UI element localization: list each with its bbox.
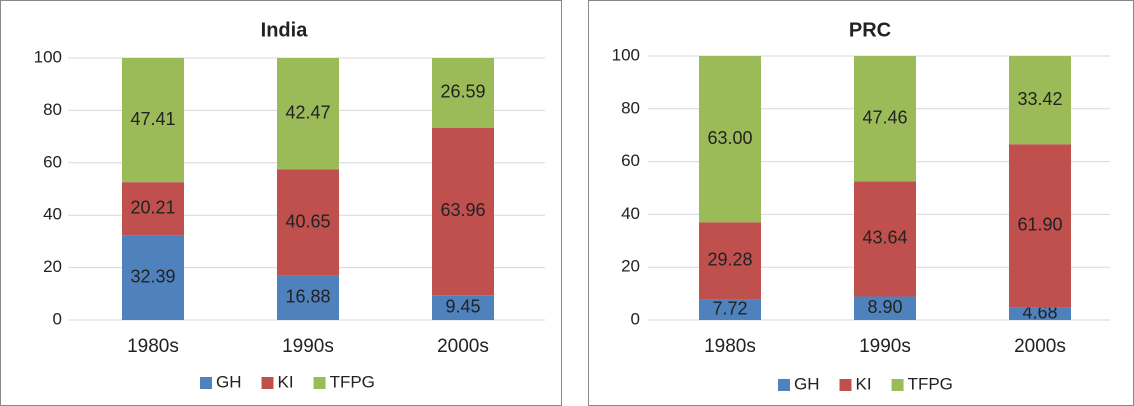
legend-swatch	[839, 379, 852, 391]
legend-swatch	[891, 379, 904, 391]
y-tick-label: 60	[43, 152, 62, 171]
data-label: 20.21	[130, 197, 175, 217]
data-label: 47.41	[130, 109, 175, 129]
data-label: 8.90	[867, 297, 902, 317]
data-label: 29.28	[707, 250, 752, 270]
data-label: 43.64	[862, 228, 907, 248]
data-label: 61.90	[1017, 215, 1062, 235]
bar-segment	[699, 56, 761, 223]
data-label: 47.46	[862, 107, 907, 127]
chart-title: India	[261, 19, 309, 41]
bar-segment	[699, 222, 761, 300]
bar-segment	[1009, 144, 1071, 308]
legend-swatch	[778, 379, 790, 391]
x-tick-label: 1980s	[704, 336, 756, 357]
bar-segment	[854, 56, 916, 182]
y-tick-label: 60	[621, 151, 640, 170]
y-tick-label: 20	[43, 257, 62, 276]
bar-segment	[122, 57, 184, 183]
x-tick-label: 2000s	[437, 336, 489, 357]
x-tick-label: 1990s	[859, 336, 911, 357]
data-label: 33.42	[1017, 89, 1062, 109]
y-tick-label: 80	[43, 100, 62, 119]
x-tick-label: 1980s	[127, 336, 179, 357]
y-tick-label: 0	[53, 309, 62, 328]
legend-label: TFPG	[330, 372, 375, 391]
y-tick-label: 40	[43, 205, 62, 224]
data-label: 16.88	[285, 287, 330, 307]
data-label: 42.47	[285, 102, 330, 122]
y-tick-label: 100	[612, 45, 640, 64]
legend-label: TFPG	[908, 374, 953, 393]
bar-segment	[432, 58, 494, 128]
y-tick-label: 40	[621, 204, 640, 223]
bar-segment	[699, 299, 761, 320]
bar-segment	[854, 181, 916, 297]
bar-segment	[854, 296, 916, 320]
data-label: 7.72	[712, 299, 747, 319]
data-label: 63.00	[707, 128, 752, 148]
data-label: 32.39	[130, 266, 175, 286]
bar-segment	[432, 295, 494, 320]
bar-segment	[277, 58, 339, 170]
bar-segment	[122, 235, 184, 320]
bar-segment	[432, 127, 494, 296]
legend-label: GH	[216, 372, 242, 391]
data-label: 40.65	[285, 211, 330, 231]
bar-segment	[277, 275, 339, 320]
data-label: 9.45	[445, 296, 480, 316]
x-tick-label: 1990s	[282, 336, 334, 357]
legend-label: GH	[794, 374, 820, 393]
legend-label: KI	[856, 374, 872, 393]
data-label: 63.96	[440, 200, 485, 220]
legend-swatch	[200, 377, 212, 389]
legend-swatch	[313, 377, 326, 389]
data-label: 26.59	[440, 82, 485, 102]
chart-title: PRC	[849, 19, 891, 41]
legend-label: KI	[278, 372, 294, 391]
bar-segment	[1009, 307, 1071, 320]
y-tick-label: 0	[631, 309, 640, 328]
y-tick-label: 100	[34, 47, 62, 66]
legend-swatch	[261, 377, 274, 389]
y-tick-label: 20	[621, 257, 640, 276]
bar-segment	[1009, 56, 1071, 145]
bar-segment	[277, 169, 339, 276]
y-tick-label: 80	[621, 98, 640, 117]
x-tick-label: 2000s	[1014, 336, 1066, 357]
bar-segment	[122, 182, 184, 236]
